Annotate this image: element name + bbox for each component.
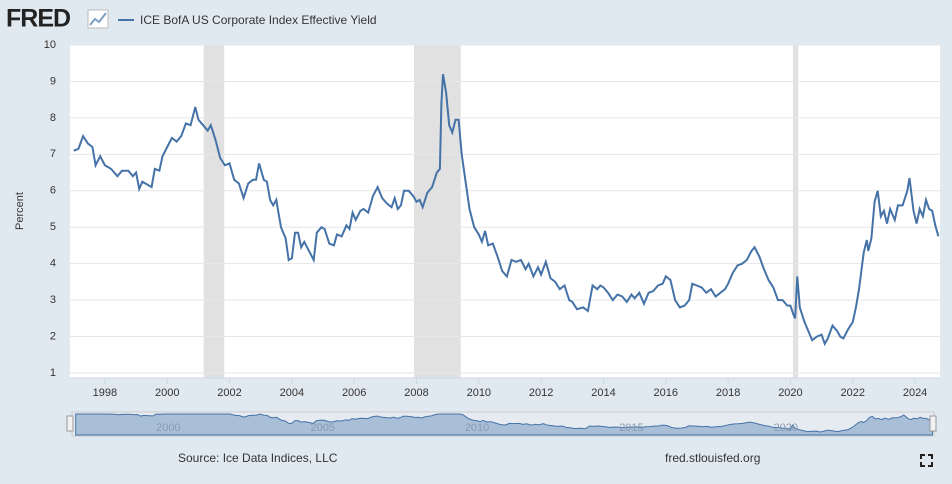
x-tick-label: 1998 <box>93 387 117 399</box>
navigator-area <box>75 413 934 436</box>
plot-area <box>70 45 940 378</box>
y-tick-label: 10 <box>44 39 56 51</box>
recession-band <box>414 45 461 378</box>
x-tick-label: 2024 <box>903 387 927 399</box>
y-tick-label: 6 <box>50 185 56 197</box>
source: Source: Ice Data Indices, LLC <box>178 451 338 465</box>
y-tick-label: 4 <box>50 258 56 270</box>
x-tick-label: 2016 <box>654 387 678 399</box>
y-tick-label: 5 <box>50 221 56 233</box>
y-tick-label: 1 <box>50 367 56 379</box>
url: fred.stlouisfed.org <box>665 451 760 465</box>
recession-band <box>203 45 225 378</box>
y-tick-label: 9 <box>50 75 56 87</box>
y-tick-label: 2 <box>50 330 56 342</box>
y-axis-label: Percent <box>14 192 26 230</box>
legend-label: ICE BofA US Corporate Index Effective Yi… <box>140 13 377 27</box>
x-tick-label: 2008 <box>404 387 428 399</box>
x-tick-label: 2022 <box>841 387 865 399</box>
x-tick-label: 2002 <box>217 387 241 399</box>
x-tick-label: 2010 <box>467 387 491 399</box>
y-tick-label: 7 <box>50 148 56 160</box>
navigator-handle[interactable] <box>66 415 74 432</box>
logo: FRED <box>6 5 70 33</box>
x-tick-label: 2014 <box>591 387 615 399</box>
navigator-tick-label: 2020 <box>774 422 798 434</box>
fullscreen-icon[interactable] <box>920 454 933 467</box>
navigator-tick-label: 2010 <box>465 422 489 434</box>
x-tick-label: 2012 <box>529 387 553 399</box>
navigator-tick-label: 2005 <box>310 422 334 434</box>
navigator-tick-label: 2015 <box>619 422 643 434</box>
logo-icon <box>87 9 109 29</box>
x-tick-label: 2018 <box>716 387 740 399</box>
x-tick-label: 2020 <box>778 387 802 399</box>
x-tick-label: 2000 <box>155 387 179 399</box>
navigator-tick-label: 2000 <box>156 422 180 434</box>
data-line <box>73 74 940 347</box>
y-tick-label: 8 <box>50 112 56 124</box>
navigator-handle[interactable] <box>929 415 937 432</box>
recession-band <box>792 45 799 378</box>
x-tick-label: 2006 <box>342 387 366 399</box>
y-tick-label: 3 <box>50 294 56 306</box>
x-tick-label: 2004 <box>280 387 304 399</box>
